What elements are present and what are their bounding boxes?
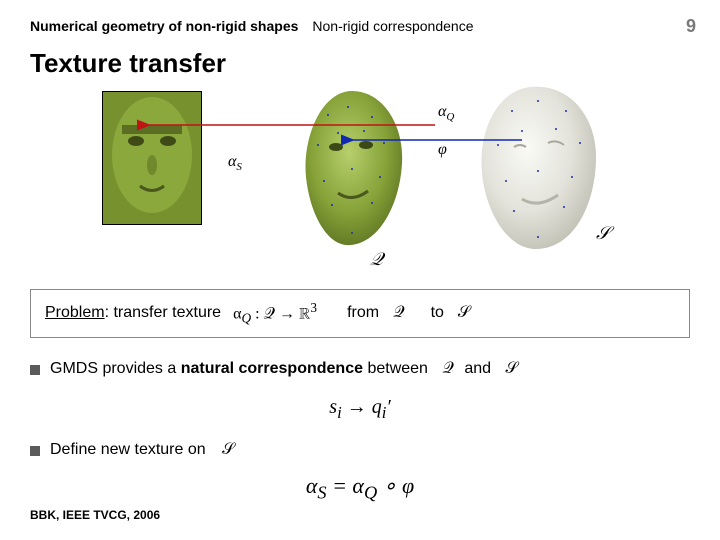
- bullet-1-text: GMDS provides a natural correspondence b…: [50, 360, 518, 378]
- slide: 9 Numerical geometry of non-rigid shapes…: [0, 0, 720, 540]
- figure: αS αQ φ 𝒬 𝒮: [30, 85, 690, 285]
- bullet-2-formula: αS = αQ ∘ φ: [30, 473, 690, 503]
- bullet-1-s: 𝒮: [506, 360, 518, 377]
- bullet-1-pre: GMDS provides a: [50, 360, 181, 377]
- bullet-2: Define new texture on 𝒮: [30, 441, 690, 459]
- bullet-1: GMDS provides a natural correspondence b…: [30, 360, 690, 378]
- bullet-1-formula: si → qi′: [30, 396, 690, 423]
- label-q: 𝒬: [370, 249, 383, 270]
- problem-label: Problem: [45, 304, 105, 321]
- bullet-1-bold: natural correspondence: [181, 360, 363, 377]
- page-number: 9: [686, 16, 696, 37]
- problem-to: to: [431, 304, 444, 322]
- problem-text: : transfer texture: [105, 304, 222, 321]
- bullet-list: GMDS provides a natural correspondence b…: [30, 360, 690, 503]
- label-alpha-q: αQ: [438, 103, 454, 123]
- lecture-topic: Non-rigid correspondence: [312, 18, 473, 34]
- problem-from: from: [347, 304, 379, 322]
- problem-src: 𝒬: [393, 304, 405, 322]
- label-s: 𝒮: [596, 223, 610, 244]
- problem-box: Problem: transfer texture αQ : 𝒬 → ℝ3 fr…: [30, 289, 690, 338]
- bullet-1-and: and: [464, 360, 491, 377]
- bullet-2-sym: 𝒮: [222, 441, 234, 458]
- bullet-1-post: between: [363, 360, 428, 377]
- bullet-1-q: 𝒬: [442, 360, 454, 377]
- problem-dst: 𝒮: [458, 304, 470, 322]
- bullet-square-icon: [30, 446, 40, 456]
- slide-title: Texture transfer: [30, 48, 690, 79]
- arrow-alpha-q: [30, 85, 690, 285]
- bullet-square-icon: [30, 365, 40, 375]
- bullet-2-text: Define new texture on 𝒮: [50, 441, 235, 459]
- problem-map: αQ : 𝒬 → ℝ3: [233, 300, 317, 327]
- course-title: Numerical geometry of non-rigid shapes: [30, 18, 298, 34]
- citation-footer: BBK, IEEE TVCG, 2006: [30, 508, 160, 522]
- label-alpha-s: αS: [228, 153, 242, 173]
- label-phi: φ: [438, 141, 447, 159]
- bullet-2-label: Define new texture on: [50, 441, 206, 458]
- slide-header: Numerical geometry of non-rigid shapes N…: [30, 18, 690, 34]
